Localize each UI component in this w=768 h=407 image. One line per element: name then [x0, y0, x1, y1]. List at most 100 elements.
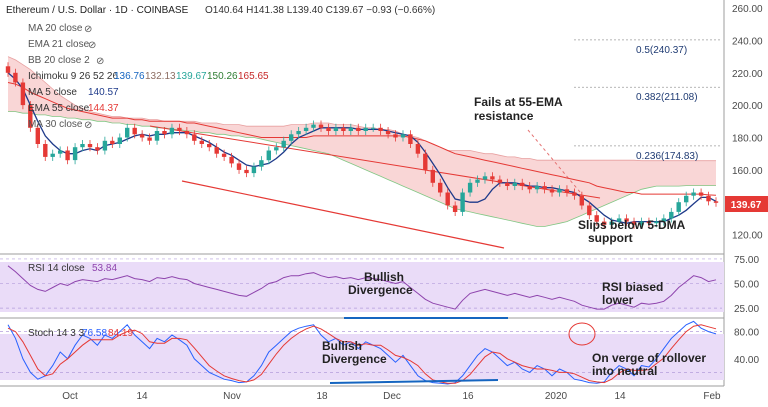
candle-body-81 [609, 221, 614, 225]
candle-body-37 [281, 140, 286, 148]
eye-slash-icon[interactable]: ⊘ [88, 40, 96, 51]
candle-body-55 [415, 144, 421, 154]
candle-body-76 [572, 192, 577, 196]
candle-body-17 [132, 127, 137, 135]
candle-body-93 [698, 192, 704, 196]
candle-body-4 [35, 127, 40, 144]
candle-body-39 [296, 131, 301, 135]
annotation-fails-line1: Fails at 55-EMA [474, 95, 563, 109]
candle-body-91 [684, 195, 689, 203]
candle-body-83 [624, 218, 629, 222]
date-tick-3: 18 [316, 391, 328, 402]
legend-ma20[interactable]: MA 20 close ⊘ [28, 23, 92, 35]
ema55-value: 144.37 [88, 103, 119, 114]
candle-body-27 [207, 144, 212, 148]
legend-bb20[interactable]: BB 20 close 2 ⊘ [28, 55, 104, 67]
candle-body-56 [423, 153, 428, 170]
candle-body-15 [117, 137, 122, 144]
candle-body-48 [363, 127, 368, 131]
stoch-tick-80: 80.00 [734, 328, 759, 339]
eye-slash-icon[interactable]: ⊘ [96, 56, 104, 67]
fib-label-0: 0.5(240.37) [636, 45, 687, 56]
eye-slash-icon[interactable]: ⊘ [84, 120, 92, 131]
candle-body-92 [691, 192, 696, 196]
candle-body-0 [5, 66, 11, 73]
candle-body-54 [408, 134, 413, 144]
candle-body-33 [251, 166, 257, 174]
candle-body-41 [311, 124, 316, 128]
candle-body-88 [661, 218, 666, 222]
legend-ichimoku[interactable]: Ichimoku 9 26 52 26 136.76 132.13 139.67… [28, 71, 269, 82]
last-price-label: 139.67 [731, 200, 762, 211]
candle-body-49 [371, 127, 376, 129]
candle-body-45 [341, 127, 346, 131]
candle-body-84 [631, 221, 637, 225]
candle-body-58 [438, 182, 443, 193]
annotation-rollover-line1: On verge of rollover [592, 351, 706, 365]
candle-body-57 [430, 169, 435, 183]
annotation-rollover-line2: into neutral [592, 364, 657, 378]
stoch-d-value: 84.19 [108, 328, 133, 339]
ichimoku-value-2: 132.13 [145, 71, 176, 82]
legend-stoch[interactable]: Stoch 14 3 3 76.58 84.19 [28, 328, 133, 339]
annotation-stoch-bullish: Bullish [322, 339, 362, 353]
legend-ma5[interactable]: MA 5 close 140.57 [28, 87, 119, 98]
rsi-tick-25: 25.00 [734, 304, 759, 315]
fib-levels: 0.5(240.37) 0.382(211.08) 0.236(174.83) [574, 39, 722, 162]
candle-body-14 [110, 140, 115, 144]
candle-body-31 [236, 163, 242, 170]
candle-body-86 [646, 221, 652, 224]
legend-rsi[interactable]: RSI 14 close 53.84 [28, 263, 117, 274]
candle-body-75 [564, 189, 570, 193]
candle-body-8 [65, 150, 70, 161]
legend-ema55[interactable]: EMA 55 close 144.37 [28, 103, 119, 114]
candle-body-24 [184, 131, 190, 135]
ma5-value: 140.57 [88, 87, 119, 98]
candle-body-94 [706, 195, 711, 202]
legend-ma5-label: MA 5 close [28, 87, 77, 98]
stoch-d-line [7, 324, 717, 384]
candle-body-79 [594, 215, 599, 222]
candle-body-1 [13, 72, 18, 83]
legend-ma30[interactable]: MA 30 close ⊘ [28, 119, 92, 131]
candle-body-74 [557, 189, 562, 193]
legend-ma20-label: MA 20 close [28, 23, 83, 34]
candle-body-10 [80, 144, 85, 148]
annotation-fails-line2: resistance [474, 109, 534, 123]
candle-body-50 [378, 127, 383, 131]
legend-ichimoku-label: Ichimoku 9 26 52 26 [28, 71, 118, 82]
candle-body-85 [639, 221, 644, 225]
candle-body-63 [475, 179, 480, 183]
candle-body-95 [713, 201, 719, 203]
eye-slash-icon[interactable]: ⊘ [84, 24, 92, 35]
annotation-slips-line2: support [588, 231, 633, 245]
candle-body-70 [527, 186, 532, 190]
rsi-value: 53.84 [92, 263, 117, 274]
candle-body-5 [43, 144, 48, 157]
candle-body-11 [87, 144, 93, 148]
candle-body-90 [676, 202, 681, 212]
date-tick-1: 14 [136, 391, 148, 402]
rsi-line [7, 265, 717, 310]
candle-body-61 [460, 192, 465, 212]
date-tick-5: 16 [462, 391, 474, 402]
candle-body-9 [72, 147, 78, 161]
price-tick-220: 220.00 [732, 69, 763, 80]
candle-body-38 [289, 134, 294, 141]
legend-ema21[interactable]: EMA 21 close ⊘ [28, 39, 96, 51]
date-tick-0: Oct [62, 391, 78, 402]
price-tick-160: 160.00 [732, 166, 763, 177]
candle-body-89 [669, 211, 674, 219]
candle-body-2 [20, 82, 26, 106]
candle-body-29 [221, 153, 227, 157]
price-tick-180: 180.00 [732, 134, 763, 145]
candle-body-40 [303, 127, 309, 131]
price-tick-120: 120.00 [732, 231, 763, 242]
ichimoku-value-4: 150.26 [207, 71, 238, 82]
last-price-badge [725, 196, 768, 212]
candle-body-18 [139, 134, 145, 138]
lower-trendline [181, 180, 505, 249]
annotation-rsi-bullish: Bullish [364, 270, 404, 284]
candle-body-77 [579, 195, 584, 206]
